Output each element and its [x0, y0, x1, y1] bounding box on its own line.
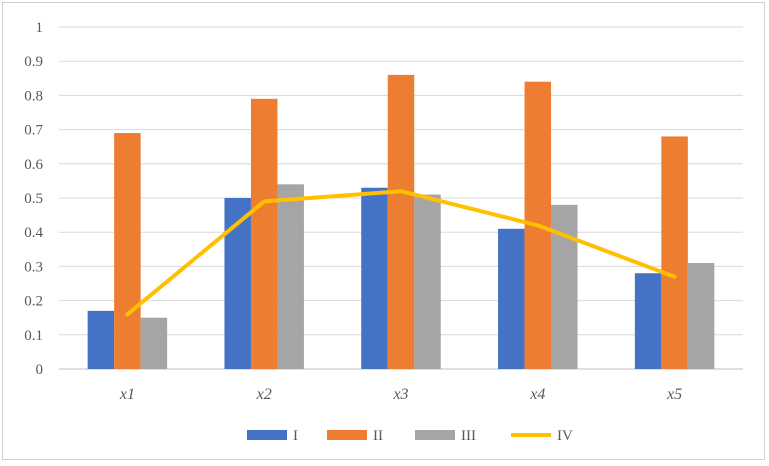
bar-II-x3	[387, 74, 415, 369]
bar-I-x2	[224, 198, 251, 369]
bar-I-x1	[87, 310, 115, 369]
x-tick-label: x2	[256, 386, 272, 403]
bar-III-x5	[687, 262, 715, 369]
bar-III-x3	[414, 194, 441, 369]
y-tick-label: 0.9	[24, 54, 43, 70]
legend-swatch	[327, 430, 367, 440]
y-tick-label: 1	[36, 20, 44, 36]
y-axis-ticks: 0 0.1 0.2 0.3 0.4 0.5 0.6 0.7 0.8 0.9 1	[24, 20, 43, 378]
bar-III-x1	[140, 317, 168, 369]
legend-item-II: II	[327, 428, 383, 444]
y-tick-label: 0.8	[24, 88, 43, 104]
y-tick-label: 0	[36, 362, 44, 378]
y-tick-label: 0.2	[24, 294, 43, 310]
bar-III-x4	[551, 204, 578, 369]
line-IV	[125, 189, 677, 317]
legend-label: II	[373, 428, 383, 444]
y-tick-label: 0.3	[24, 259, 43, 275]
y-tick-label: 0.5	[24, 191, 43, 207]
x-axis-ticks: x1 x2 x3 x4 x5	[119, 386, 682, 403]
x-tick-label: x4	[529, 386, 545, 403]
bar-II-x2	[250, 98, 278, 369]
legend-label: IV	[557, 428, 573, 444]
y-tick-label: 0.6	[24, 157, 43, 173]
y-tick-label: 0.7	[24, 123, 43, 139]
legend-item-I: I	[247, 428, 298, 444]
legend: I II III IV	[247, 428, 573, 444]
y-tick-label: 0.4	[24, 225, 43, 241]
chart-frame: 0 0.1 0.2 0.3 0.4 0.5 0.6 0.7 0.8 0.9 1 x1 x2 x3 x4 x5…	[2, 2, 765, 460]
x-tick-label: x1	[119, 386, 135, 403]
x-tick-label: x5	[666, 386, 682, 403]
legend-label: I	[293, 428, 298, 444]
bar-I-x3	[361, 187, 388, 369]
x-tick-label: x3	[392, 386, 408, 403]
line-series	[125, 189, 677, 317]
bar-II-x1	[114, 133, 141, 369]
bar-III-x2	[277, 184, 304, 369]
legend-swatch	[415, 430, 455, 440]
legend-item-III: III	[415, 428, 476, 444]
bars	[87, 74, 715, 369]
bar-I-x4	[498, 228, 525, 369]
y-tick-label: 0.1	[24, 328, 43, 344]
bar-I-x5	[634, 273, 662, 369]
legend-label: III	[461, 428, 476, 444]
bar-II-x5	[661, 136, 688, 369]
combo-chart: 0 0.1 0.2 0.3 0.4 0.5 0.6 0.7 0.8 0.9 1 x1 x2 x3 x4 x5…	[24, 20, 743, 444]
legend-item-IV: IV	[511, 428, 573, 444]
legend-swatch	[247, 430, 287, 440]
